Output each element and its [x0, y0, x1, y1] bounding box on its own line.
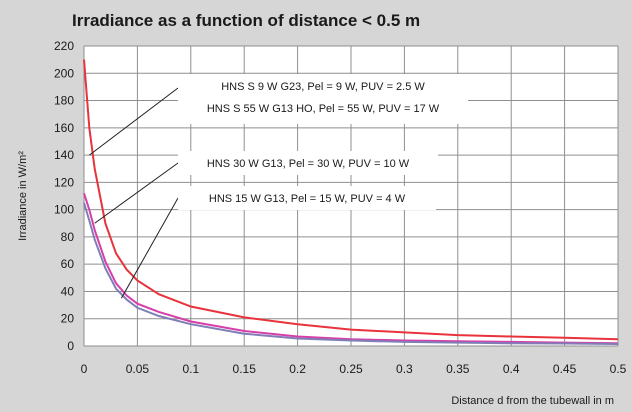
y-tick-label: 0 — [67, 339, 74, 353]
annotation-label: HNS S 9 W G23, Pel = 9 W, PUV = 2.5 W — [221, 81, 425, 93]
y-tick-label: 120 — [54, 175, 74, 189]
x-tick-label: 0.25 — [339, 362, 363, 376]
annotation-leader — [89, 87, 179, 156]
x-tick-label: 0 — [81, 362, 88, 376]
x-tick-label: 0.15 — [233, 362, 257, 376]
x-tick-label: 0.1 — [182, 362, 199, 376]
y-tick-label: 40 — [61, 284, 75, 298]
y-tick-label: 160 — [54, 121, 74, 135]
annotation-box — [178, 74, 468, 124]
annotation-leader — [120, 197, 179, 299]
x-axis-label: Distance d from the tubewall in m — [451, 395, 614, 407]
y-tick-label: 220 — [54, 39, 74, 53]
chart-title: Irradiance as a function of distance < 0… — [72, 11, 420, 30]
y-tick-label: 60 — [61, 257, 75, 271]
annotation-box — [178, 186, 436, 210]
annotation-leader — [94, 162, 179, 224]
annotation-label: HNS 30 W G13, Pel = 30 W, PUV = 10 W — [207, 158, 410, 170]
x-tick-label: 0.05 — [126, 362, 150, 376]
y-axis-label: Irradiance in W/m² — [17, 151, 29, 241]
annotation-label: HNS 15 W G13, Pel = 15 W, PUV = 4 W — [209, 193, 406, 205]
series-line — [83, 202, 619, 345]
y-tick-label: 200 — [54, 66, 74, 80]
y-tick-label: 140 — [54, 148, 74, 162]
tick-layer: 0 20 40 60 80 100 120 140 160 180 200 220 0 0.05 0.1 0.… — [54, 39, 627, 376]
x-tick-label: 0.45 — [553, 362, 577, 376]
x-tick-label: 0.3 — [396, 362, 413, 376]
y-tick-label: 100 — [54, 203, 74, 217]
annotation-box — [178, 151, 438, 175]
series-layer — [83, 59, 619, 345]
y-tick-label: 180 — [54, 94, 74, 108]
x-tick-label: 0.35 — [446, 362, 470, 376]
x-tick-label: 0.2 — [289, 362, 306, 376]
y-tick-label: 80 — [61, 230, 75, 244]
x-tick-label: 0.4 — [503, 362, 520, 376]
y-tick-label: 20 — [61, 312, 75, 326]
annotation-layer: HNS S 9 W G23, Pel = 9 W, PUV = 2.5 W HNS… — [89, 74, 468, 299]
annotation-label: HNS S 55 W G13 HO, Pel = 55 W, PUV = 17 … — [207, 103, 440, 115]
series-line — [83, 59, 619, 341]
series-line — [83, 192, 619, 345]
x-tick-label: 0.5 — [610, 362, 627, 376]
